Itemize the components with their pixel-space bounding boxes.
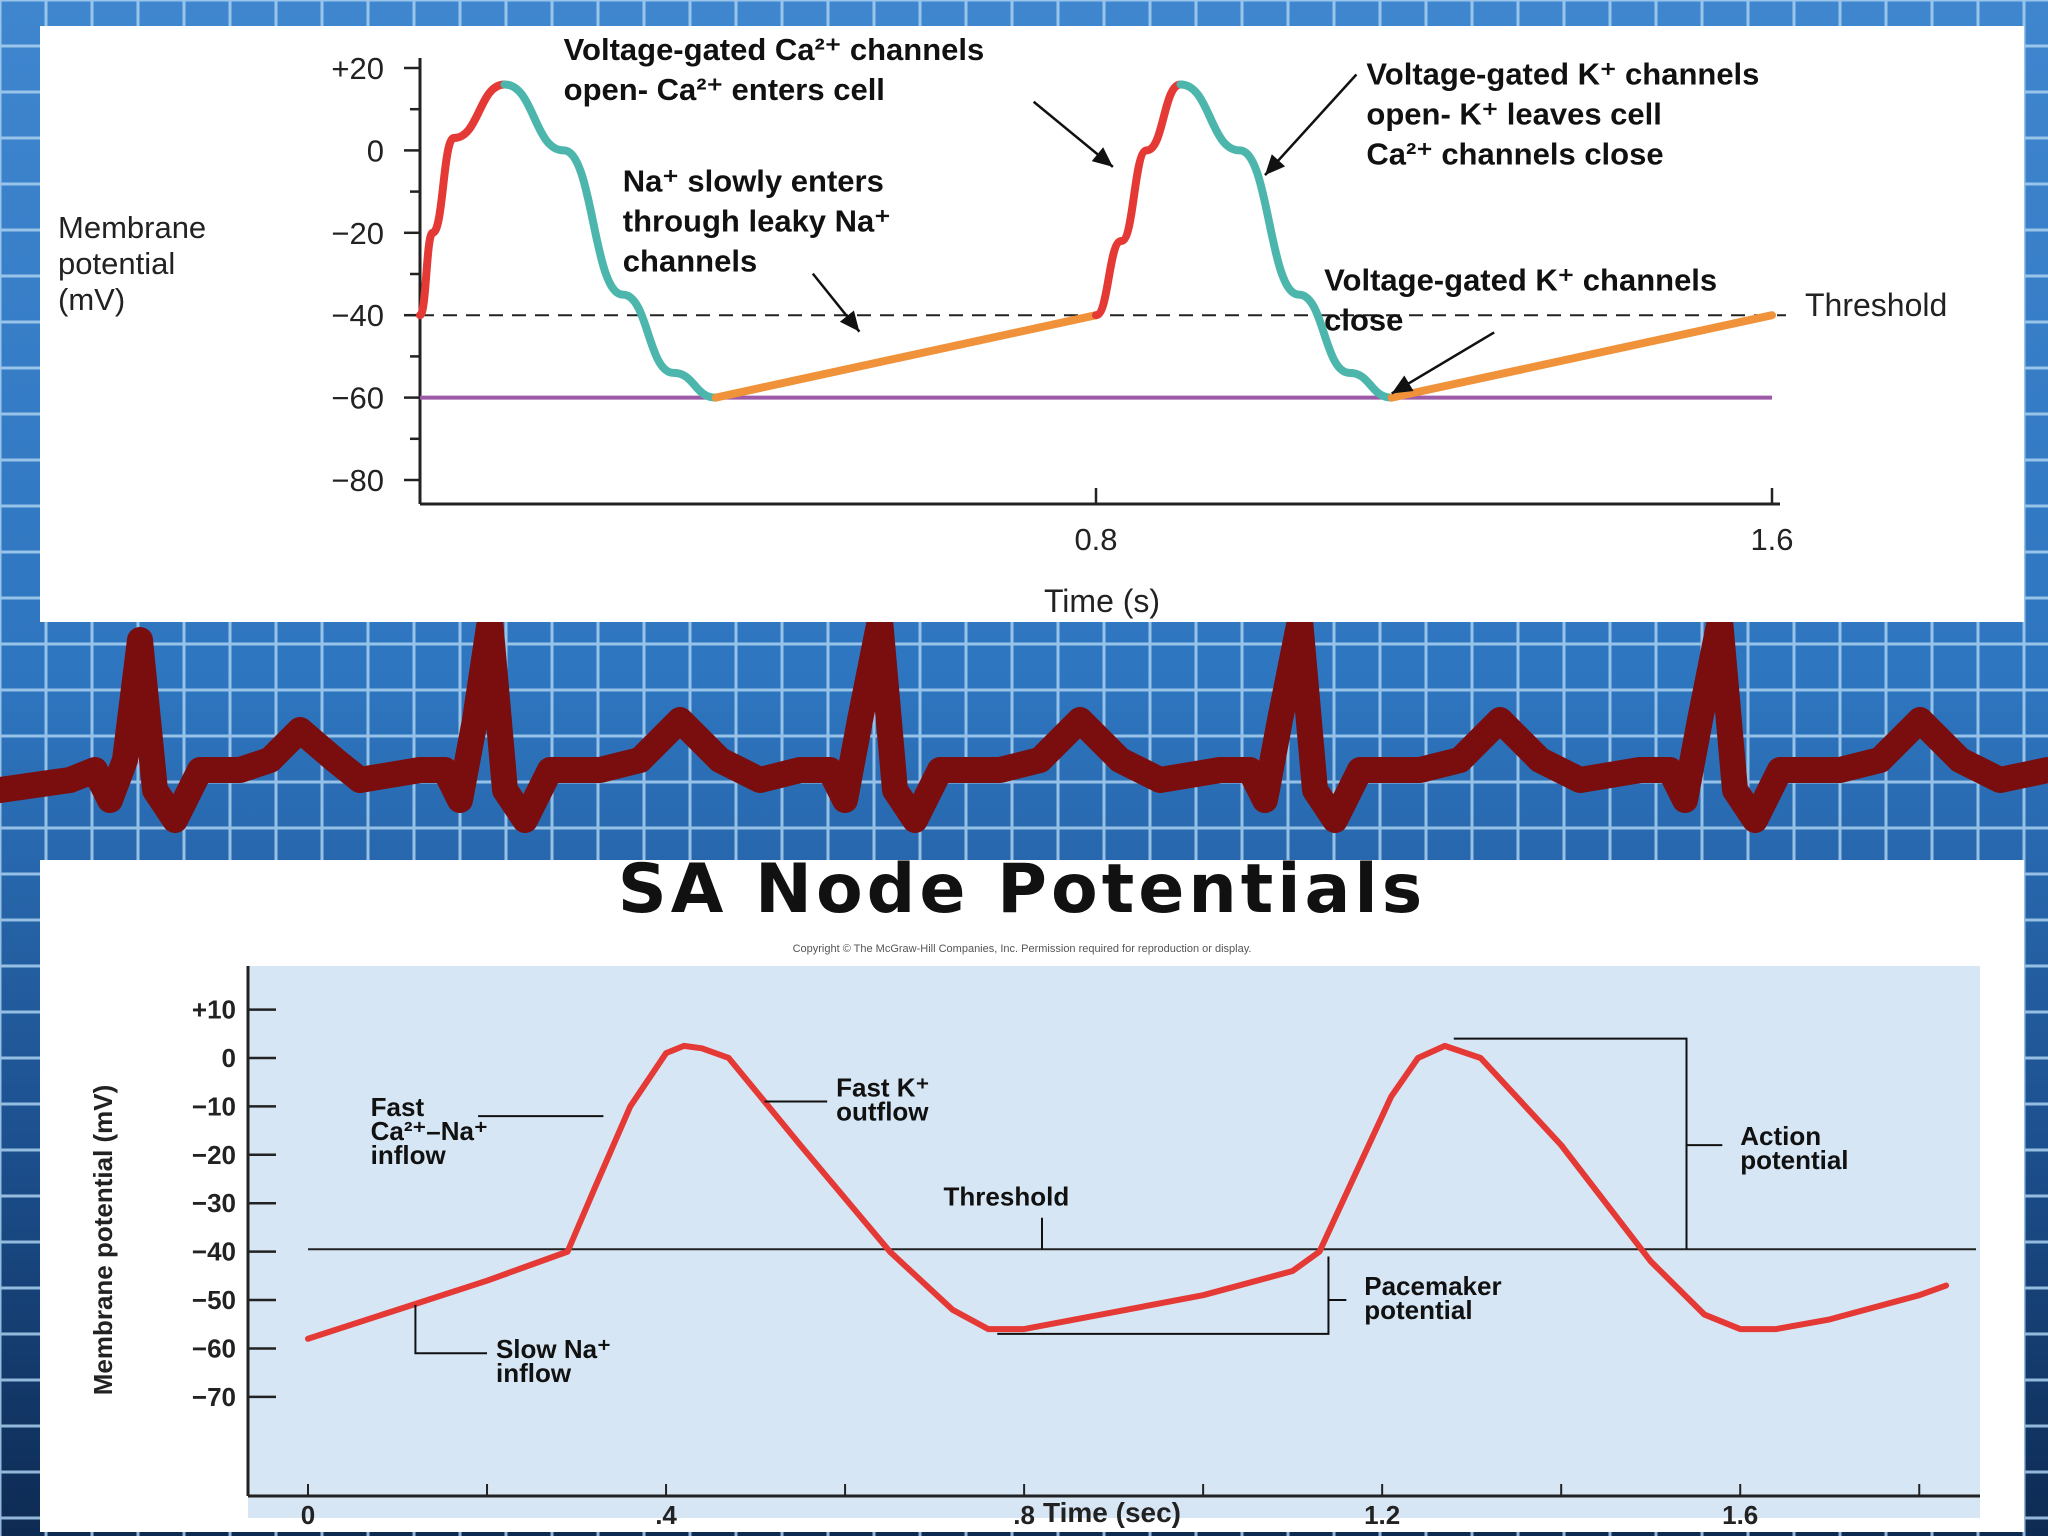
chart1-annotation-text: open- Ca²⁺ enters cell [564,72,885,107]
chart2-x-tick-label: 1.2 [1364,1500,1400,1530]
chart1-y-tick-label: −20 [331,216,384,251]
chart2-annotation-bracket [1453,1037,1688,1250]
chart1-axes: +20 0 −20 −40 −60 −80 0.8 1.6 [331,51,1793,557]
chart1-y-axis-label-line3: (mV) [58,282,125,317]
chart2-x-tick-label: 1.6 [1722,1500,1758,1530]
chart1-repolarization-segment [1176,80,1396,402]
chart2-annotation-bracket [997,1256,1330,1335]
chart1-pacemaker-segment [1387,311,1776,402]
chart1-annotation-text: close [1324,302,1403,337]
chart2-y-tick-label: −70 [192,1382,236,1412]
chart2-annotation-text: Slow Na⁺ [496,1334,611,1364]
chart2-series [305,1042,1976,1342]
chart1-annotation-text: through leaky Na⁺ [623,204,891,239]
chart2-annotation-text: Fast K⁺ [836,1073,929,1103]
chart2-y-tick-label: −30 [192,1188,236,1218]
chart1-annotation-arrowhead [839,310,860,332]
chart1-pacemaker-segment [711,311,1100,402]
chart1-annotation-arrowhead [1265,154,1286,176]
chart1-annotation-arrowhead [1391,375,1414,394]
chart1-annotation-text: Voltage-gated K⁺ channels [1366,56,1759,91]
chart2-y-tick-label: −50 [192,1285,236,1315]
chart1-annotations: Voltage-gated Ca²⁺ channels open- Ca²⁺ en… [564,32,1759,395]
chart1-annotation-text: open- K⁺ leaves cell [1366,96,1661,131]
chart1-annotation-text: Na⁺ slowly enters [623,164,884,199]
sa-node-potentials-chart: SA Node Potentials Copyright © The McGra… [88,850,1980,1530]
chart2-y-tick-label: −40 [192,1237,236,1267]
chart2-y-tick-label: −60 [192,1333,236,1363]
chart1-y-axis-label-line2: potential [58,246,175,281]
chart2-annotation-text: outflow [836,1097,929,1127]
chart1-annotation-text: Voltage-gated K⁺ channels [1324,262,1717,297]
chart1-repolarization-segment [500,80,720,402]
chart2-copyright: Copyright © The McGraw-Hill Companies, I… [793,943,1252,955]
chart2-annotation-text: Pacemaker [1364,1271,1501,1301]
sa-node-action-potential-chart: +20 0 −20 −40 −60 −80 0.8 1.6 Voltage-gated Ca²… [58,32,1947,619]
chart1-annotation-arrowhead [1091,147,1113,167]
chart2-y-tick-label: −10 [192,1091,236,1121]
chart1-y-tick-label: +20 [331,51,384,86]
chart1-x-axis-label: Time (s) [1044,583,1160,619]
chart1-y-tick-label: 0 [367,133,384,168]
chart2-membrane-potential-line [305,1042,1950,1342]
chart2-x-tick-label: .8 [1013,1500,1035,1530]
chart2-x-axis-label: Time (sec) [1043,1497,1181,1528]
chart1-y-tick-label: −80 [331,463,384,498]
chart2-axes: +10 0 −10 −20 −30 −40 −50 −60 −70 0 .4 .8 1.2 1.6 [192,966,1980,1530]
chart2-title: SA Node Potentials [618,860,1426,929]
chart2-annotation-text: Fast [371,1092,425,1122]
chart2-annotation-text: Ca²⁺–Na⁺ [371,1116,488,1146]
chart2-annotation-leader [414,1304,488,1355]
chart2-x-tick-label: 0 [301,1500,315,1530]
chart1-series [416,80,1786,402]
sa-node-chart-top-panel: +20 0 −20 −40 −60 −80 0.8 1.6 Voltage-gated Ca²… [40,26,2024,622]
chart1-annotation-text: Voltage-gated Ca²⁺ channels [564,32,985,67]
chart1-threshold-label: Threshold [1805,287,1947,323]
chart1-y-tick-label: −60 [331,381,384,416]
chart1-annotation-text: channels [623,244,757,279]
chart1-y-axis-label-line1: Membrane [58,210,206,245]
chart2-annotation-text: Threshold [944,1182,1070,1212]
chart2-y-tick-label: 0 [222,1043,236,1073]
chart2-annotation-text: inflow [371,1140,447,1170]
chart2-plot-background [248,966,1980,1518]
chart2-annotation-text: potential [1364,1295,1472,1325]
chart2-annotation-text: Action [1740,1121,1821,1151]
chart1-y-tick-label: −40 [331,298,384,333]
chart1-x-tick-label: 0.8 [1074,522,1117,557]
chart2-annotation-text: inflow [496,1358,572,1388]
chart2-x-tick-label: .4 [655,1500,677,1530]
sa-node-chart-bottom-panel: SA Node Potentials Copyright © The McGra… [40,850,2024,1532]
chart2-y-tick-label: +10 [192,995,236,1025]
ecg-waveform [0,607,2048,833]
chart2-y-tick-label: −20 [192,1140,236,1170]
chart2-annotation-text: potential [1740,1145,1848,1175]
chart1-depolarization-segment [416,80,509,320]
chart1-depolarization-segment [1092,80,1185,320]
chart1-annotation-text: Ca²⁺ channels close [1366,136,1663,171]
chart2-y-axis-label: Membrane potential (mV) [88,1085,118,1396]
chart1-x-tick-label: 1.6 [1750,522,1793,557]
chart1-annotation-arrow [1264,73,1358,176]
